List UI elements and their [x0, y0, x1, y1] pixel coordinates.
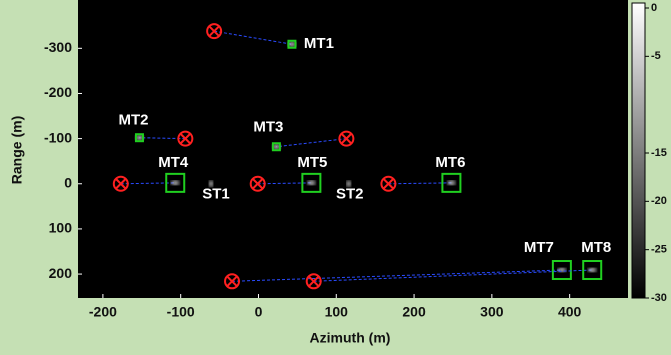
- colorbar-tick-label: -15: [651, 147, 667, 159]
- target-label: MT5: [297, 154, 327, 171]
- target-echo: [447, 181, 455, 185]
- target-echo: [171, 181, 179, 185]
- y-tick-label: 100: [49, 220, 73, 236]
- target-echo: [307, 181, 315, 185]
- y-tick-label: 200: [49, 265, 73, 281]
- target-label: MT4: [158, 154, 189, 171]
- chart: Azimuth (m) Range (m) -200-1000100200300…: [0, 0, 671, 355]
- x-tick-label: 200: [402, 304, 426, 320]
- target-label: ST2: [336, 186, 364, 203]
- x-tick-label: 0: [255, 304, 263, 320]
- x-tick-label: -200: [89, 304, 117, 320]
- colorbar-tick-label: -25: [651, 244, 667, 256]
- target-label: ST1: [202, 186, 230, 203]
- y-tick-label: -300: [44, 39, 72, 55]
- y-tick-label: -200: [44, 84, 72, 100]
- y-axis-title: Range (m): [9, 116, 25, 184]
- x-axis-title: Azimuth (m): [310, 330, 391, 346]
- colorbar-tick-label: -5: [651, 50, 661, 62]
- target-label: MT6: [435, 154, 465, 171]
- colorbar-tick-label: -30: [651, 292, 667, 304]
- page: Azimuth (m) Range (m) -200-1000100200300…: [0, 0, 671, 355]
- y-tick-label: 0: [64, 174, 72, 190]
- target-label: MT2: [118, 112, 148, 129]
- x-tick-label: 100: [325, 304, 349, 320]
- colorbar-tick-label: 0: [651, 2, 657, 14]
- target-echo: [588, 268, 596, 272]
- x-tick-label: -100: [167, 304, 195, 320]
- x-tick-label: 300: [480, 304, 504, 320]
- x-tick-label: 400: [558, 304, 582, 320]
- colorbar: [632, 3, 645, 298]
- y-tick-label: -100: [44, 129, 72, 145]
- target-label: MT7: [524, 239, 554, 256]
- target-label: MT1: [304, 35, 334, 52]
- target-label: MT8: [581, 239, 611, 256]
- colorbar-tick-label: -20: [651, 195, 667, 207]
- target-label: MT3: [253, 119, 283, 136]
